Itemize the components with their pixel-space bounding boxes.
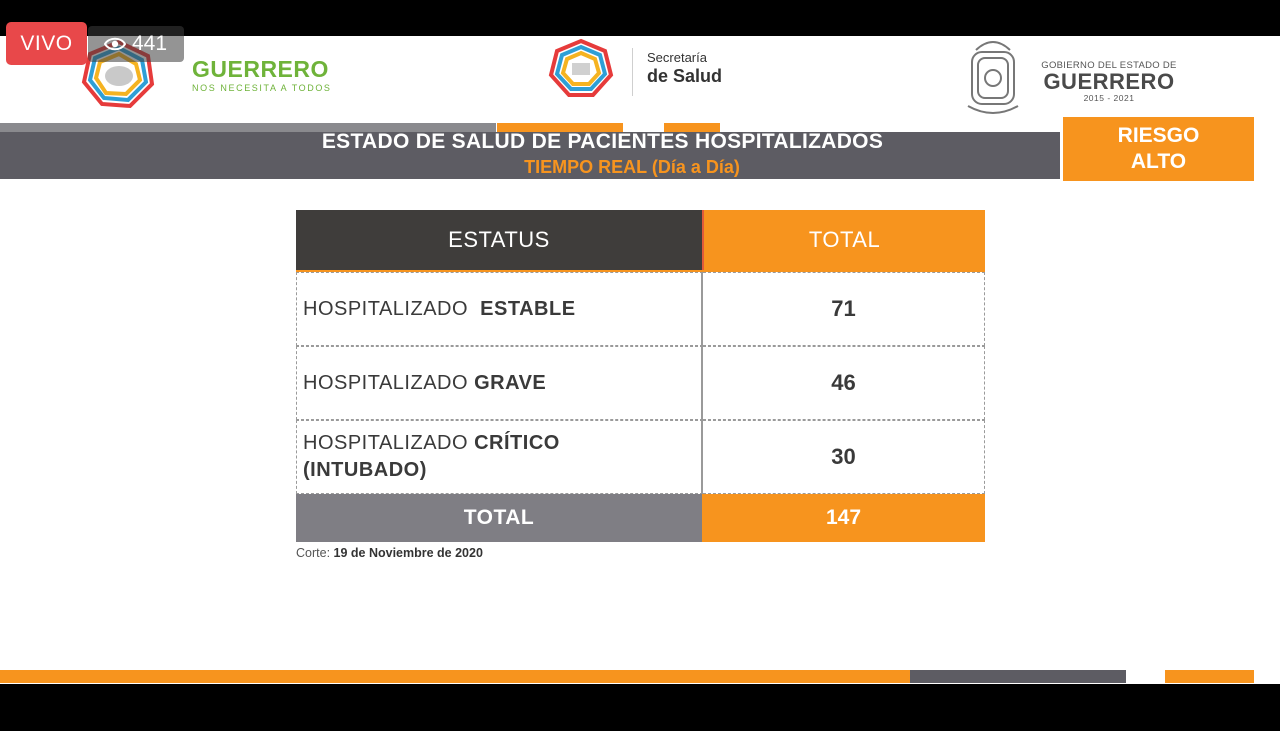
cutoff-date: Corte: 19 de Noviembre de 2020 bbox=[296, 546, 483, 560]
row-value: 46 bbox=[703, 346, 985, 420]
header-total: TOTAL bbox=[702, 210, 985, 270]
salud-logo-text: Secretaría de Salud bbox=[647, 50, 723, 86]
top-stripe-orange-2 bbox=[664, 123, 720, 133]
guerrero-tagline: NOS NECESITA A TODOS bbox=[192, 83, 332, 93]
guerrero-name: GUERRERO bbox=[192, 56, 329, 82]
live-badge: VIVO bbox=[6, 22, 87, 65]
bottom-stripe-orange bbox=[0, 670, 910, 683]
guerrero-left-logo: GUERRERO NOS NECESITA A TODOS bbox=[192, 56, 332, 93]
table-row: HOSPITALIZADO CRÍTICO (INTUBADO) 30 bbox=[296, 420, 985, 494]
header-status: ESTATUS bbox=[296, 210, 702, 270]
row-label: HOSPITALIZADO GRAVE bbox=[296, 346, 703, 420]
salud-divider bbox=[632, 48, 633, 96]
slide-title: ESTADO DE SALUD DE PACIENTES HOSPITALIZA… bbox=[321, 130, 884, 153]
table-row: HOSPITALIZADO ESTABLE 71 bbox=[296, 272, 985, 346]
table-row: HOSPITALIZADO GRAVE 46 bbox=[296, 346, 985, 420]
table-header-row: ESTATUS TOTAL bbox=[296, 210, 985, 270]
footer-label: TOTAL bbox=[296, 494, 702, 542]
viewer-count: 441 bbox=[88, 26, 184, 62]
row-label: HOSPITALIZADO ESTABLE bbox=[296, 272, 703, 346]
row-value: 71 bbox=[703, 272, 985, 346]
footer-value: 147 bbox=[702, 494, 985, 542]
slide-subtitle: TIEMPO REAL (Día a Día) bbox=[524, 157, 740, 177]
top-stripe-gray bbox=[0, 123, 496, 133]
bottom-stripe-gray bbox=[910, 670, 1126, 683]
header-accent bbox=[296, 270, 985, 272]
table-footer-row: TOTAL 147 bbox=[296, 494, 985, 542]
state-crest-logo bbox=[967, 41, 1019, 114]
gobierno-logo-text: GOBIERNO DEL ESTADO DE GUERRERO 2015 - 2… bbox=[1041, 60, 1177, 103]
slide: GUERRERO NOS NECESITA A TODOS Secretaría… bbox=[0, 36, 1280, 684]
title-bar bbox=[0, 132, 1060, 179]
row-label: HOSPITALIZADO CRÍTICO (INTUBADO) bbox=[296, 420, 703, 494]
status-table: ESTATUS TOTAL HOSPITALIZADO ESTABLE 71 H… bbox=[296, 210, 985, 542]
bottom-stripe-orange-2 bbox=[1165, 670, 1254, 683]
risk-badge: RIESGO ALTO bbox=[1063, 117, 1254, 181]
salud-ring-logo bbox=[548, 38, 614, 97]
row-value: 30 bbox=[703, 420, 985, 494]
eye-icon bbox=[104, 37, 126, 51]
top-stripe-orange-1 bbox=[497, 123, 623, 133]
